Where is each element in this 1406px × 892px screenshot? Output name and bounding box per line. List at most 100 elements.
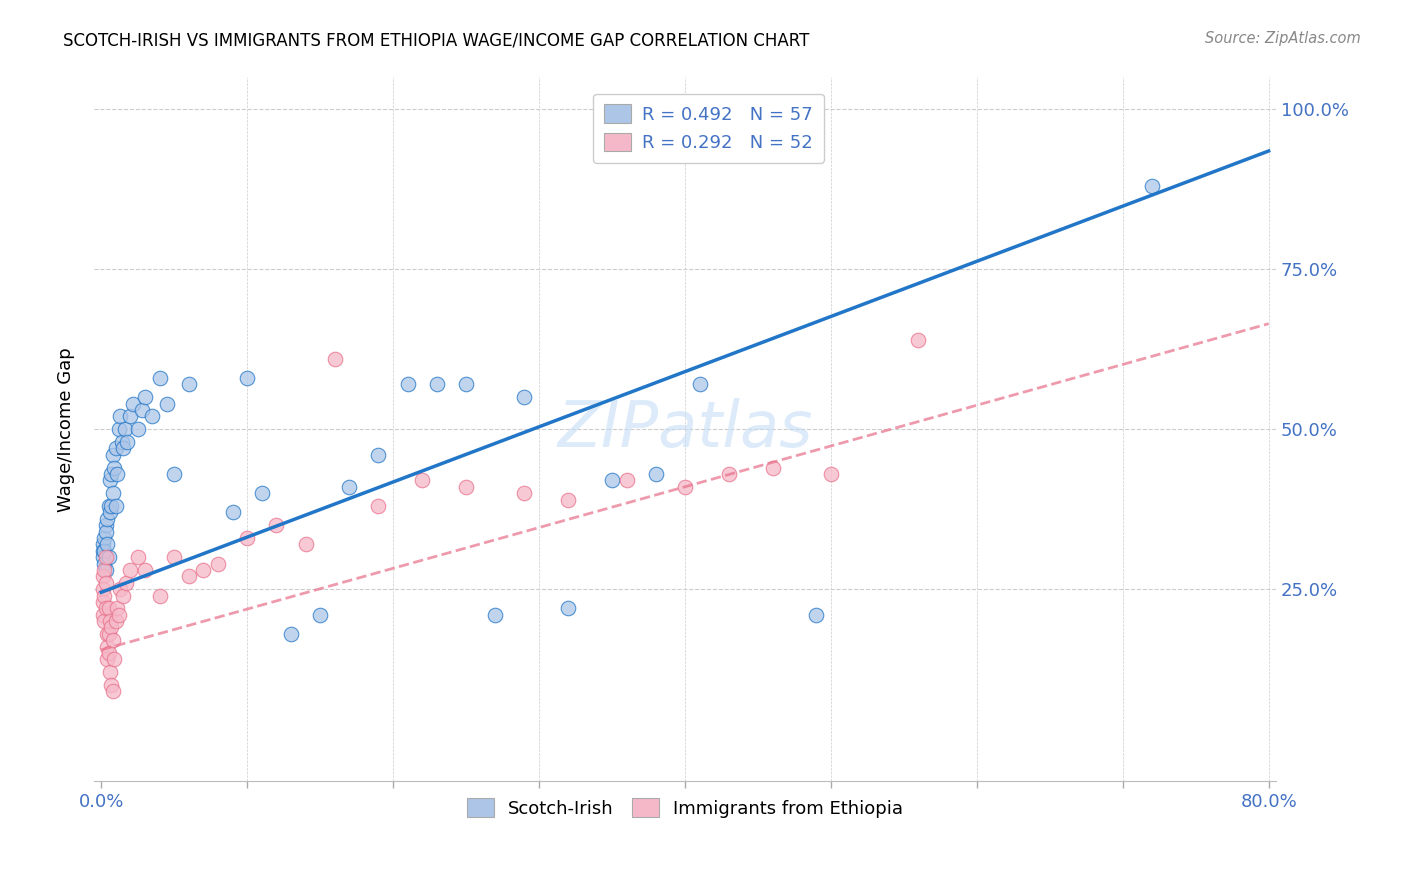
Text: ZIPatlas: ZIPatlas [557,398,813,460]
Point [177,569,200,583]
Point [236,371,259,385]
Legend: Scotch-Irish, Immigrants from Ethiopia: Scotch-Irish, Immigrants from Ethiopia [460,791,911,825]
Point [94,518,117,533]
Point [100,678,122,692]
Point [163,550,186,565]
Point [127,422,149,436]
Point [644,467,666,481]
Point [104,614,127,628]
Point [250,486,273,500]
Point [104,442,127,456]
Point [513,486,536,500]
Point [108,582,131,596]
Point [689,377,711,392]
Point [93,614,115,628]
Point [294,537,316,551]
Point [105,467,128,481]
Point [97,627,120,641]
Point [91,537,114,551]
Point [600,474,623,488]
Point [907,333,929,347]
Point [1140,179,1163,194]
Point [101,633,124,648]
Text: SCOTCH-IRISH VS IMMIGRANTS FROM ETHIOPIA WAGE/INCOME GAP CORRELATION CHART: SCOTCH-IRISH VS IMMIGRANTS FROM ETHIOPIA… [63,31,810,49]
Point [221,505,243,519]
Point [236,531,259,545]
Point [820,467,842,481]
Point [177,377,200,392]
Point [98,505,121,519]
Point [94,524,117,539]
Point [101,486,124,500]
Point [96,512,118,526]
Point [426,377,449,392]
Point [94,563,117,577]
Point [323,351,346,366]
Point [193,563,215,577]
Point [127,550,149,565]
Point [93,589,115,603]
Point [94,601,117,615]
Point [97,550,120,565]
Point [91,569,114,583]
Point [103,652,125,666]
Point [557,601,579,615]
Point [94,550,117,565]
Point [616,474,638,488]
Point [98,474,121,488]
Point [114,422,136,436]
Point [120,563,142,577]
Point [107,422,129,436]
Point [149,371,172,385]
Point [107,607,129,622]
Point [96,652,118,666]
Point [156,397,179,411]
Point [454,377,477,392]
Point [484,607,506,622]
Point [134,390,156,404]
Point [100,467,122,481]
Point [717,467,740,481]
Point [97,601,120,615]
Point [93,531,115,545]
Point [411,474,433,488]
Point [91,607,114,622]
Point [266,518,288,533]
Point [103,460,125,475]
Point [111,435,134,450]
Point [454,480,477,494]
Text: Source: ZipAtlas.com: Source: ZipAtlas.com [1205,31,1361,46]
Point [673,480,696,494]
Point [557,492,579,507]
Point [806,607,828,622]
Y-axis label: Wage/Income Gap: Wage/Income Gap [58,347,75,512]
Point [93,557,115,571]
Point [141,409,163,424]
Point [101,684,124,698]
Point [396,377,419,392]
Point [98,614,121,628]
Point [96,627,118,641]
Point [104,499,127,513]
Point [117,435,139,450]
Point [97,499,120,513]
Point [91,595,114,609]
Point [91,543,114,558]
Point [112,589,135,603]
Point [131,403,153,417]
Point [93,543,115,558]
Point [163,467,186,481]
Point [134,563,156,577]
Point [207,557,229,571]
Point [91,550,114,565]
Point [100,620,122,634]
Point [96,640,118,654]
Point [115,575,138,590]
Point [97,646,120,660]
Point [120,409,142,424]
Point [112,442,135,456]
Point [337,480,360,494]
Point [122,397,145,411]
Point [149,589,172,603]
Point [100,499,122,513]
